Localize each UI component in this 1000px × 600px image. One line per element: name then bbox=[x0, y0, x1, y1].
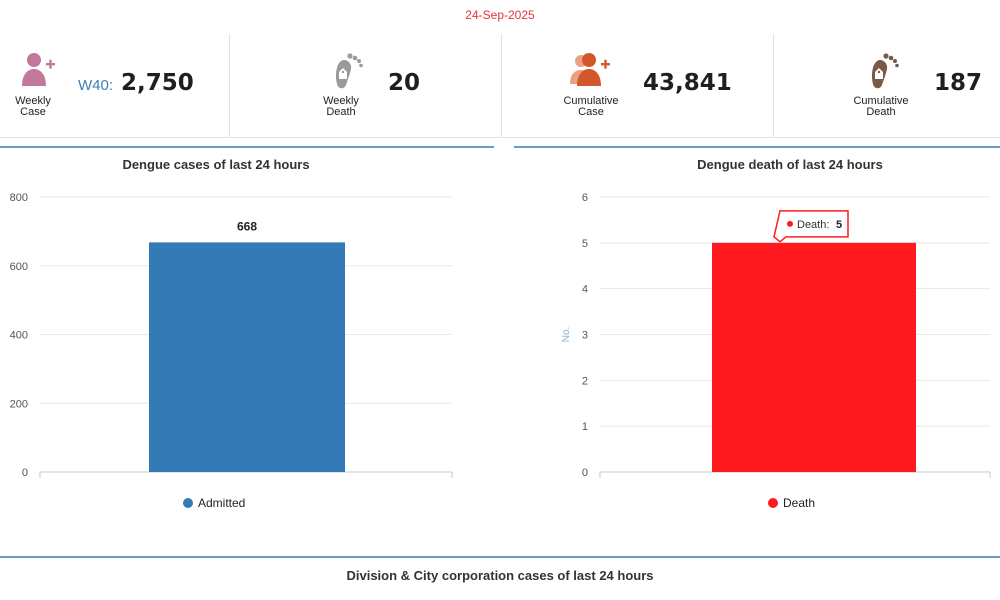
week-number: W40: bbox=[78, 77, 114, 94]
weekly-case-label: Weekly Case bbox=[15, 95, 51, 118]
y-tick-label: 200 bbox=[10, 398, 28, 410]
users-plus-icon bbox=[570, 53, 610, 86]
weekly-death-card: Weekly Death 20 bbox=[230, 34, 502, 138]
cumulative-death-label: Cumulative Death bbox=[853, 95, 909, 118]
data-label: 668 bbox=[237, 219, 257, 233]
division-panel-rule bbox=[0, 556, 1000, 558]
weekly-case-card: Weekly Case W40: 2,750 bbox=[0, 34, 230, 138]
legend-item: Admitted bbox=[183, 496, 245, 510]
tooltip-series: Death: bbox=[797, 219, 829, 231]
legend-item: Death bbox=[768, 496, 815, 510]
y-tick-label: 1 bbox=[582, 421, 588, 433]
deaths-panel-rule bbox=[514, 146, 1000, 148]
user-plus-icon bbox=[22, 53, 55, 86]
tooltip-marker bbox=[787, 220, 793, 227]
y-tick-label: 2 bbox=[582, 375, 588, 387]
cumulative-case-card: Cumulative Case 43,841 bbox=[502, 34, 774, 138]
legend-marker bbox=[183, 498, 193, 508]
cumulative-case-label: Cumulative Case bbox=[563, 95, 619, 118]
cumulative-death-card: Cumulative Death 187 bbox=[774, 34, 1000, 138]
division-chart-title: Division & City corporation cases of las… bbox=[346, 568, 654, 583]
cases-chart: 0 200 400 600 800 668 Admitted bbox=[10, 192, 453, 510]
y-tick-label: 3 bbox=[582, 330, 588, 342]
bar bbox=[149, 242, 345, 472]
legend-label: Death bbox=[783, 496, 815, 510]
y-tick-label: 600 bbox=[10, 261, 28, 273]
cases-panel-rule bbox=[0, 146, 494, 148]
y-tick-label: 5 bbox=[582, 238, 588, 250]
cumulative-case-value: 43,841 bbox=[643, 70, 732, 96]
tooltip-value: 5 bbox=[836, 219, 842, 231]
tooltip-box bbox=[773, 210, 849, 243]
legend-label: Admitted bbox=[198, 496, 245, 510]
cumulative-death-value: 187 bbox=[934, 70, 983, 96]
bar bbox=[712, 242, 916, 472]
legend-marker bbox=[768, 498, 778, 508]
weekly-death-value: 20 bbox=[388, 70, 421, 96]
y-axis-title: No. bbox=[561, 327, 572, 343]
cases-chart-title: Dengue cases of last 24 hours bbox=[122, 157, 310, 172]
y-tick-label: 0 bbox=[22, 467, 28, 479]
deaths-chart-title: Dengue death of last 24 hours bbox=[697, 157, 883, 172]
y-tick-label: 4 bbox=[582, 284, 588, 296]
footprint-tag-icon bbox=[336, 53, 363, 89]
y-tick-label: 6 bbox=[582, 192, 588, 204]
tooltip: Death: 5 bbox=[773, 210, 849, 243]
y-tick-label: 400 bbox=[10, 330, 28, 342]
weekly-case-value: W40: 2,750 bbox=[78, 70, 194, 96]
weekly-death-label: Weekly Death bbox=[323, 95, 359, 118]
footprint-tag-icon bbox=[872, 53, 899, 89]
y-tick-label: 0 bbox=[582, 467, 588, 479]
stats-row: Weekly Case W40: 2,750 Weekly Death 20 bbox=[0, 34, 1000, 138]
y-tick-label: 800 bbox=[10, 192, 28, 204]
deaths-chart: 0 1 2 3 4 5 6 No. Death: 5 Death bbox=[561, 192, 991, 510]
report-date: 24-Sep-2025 bbox=[465, 8, 535, 22]
